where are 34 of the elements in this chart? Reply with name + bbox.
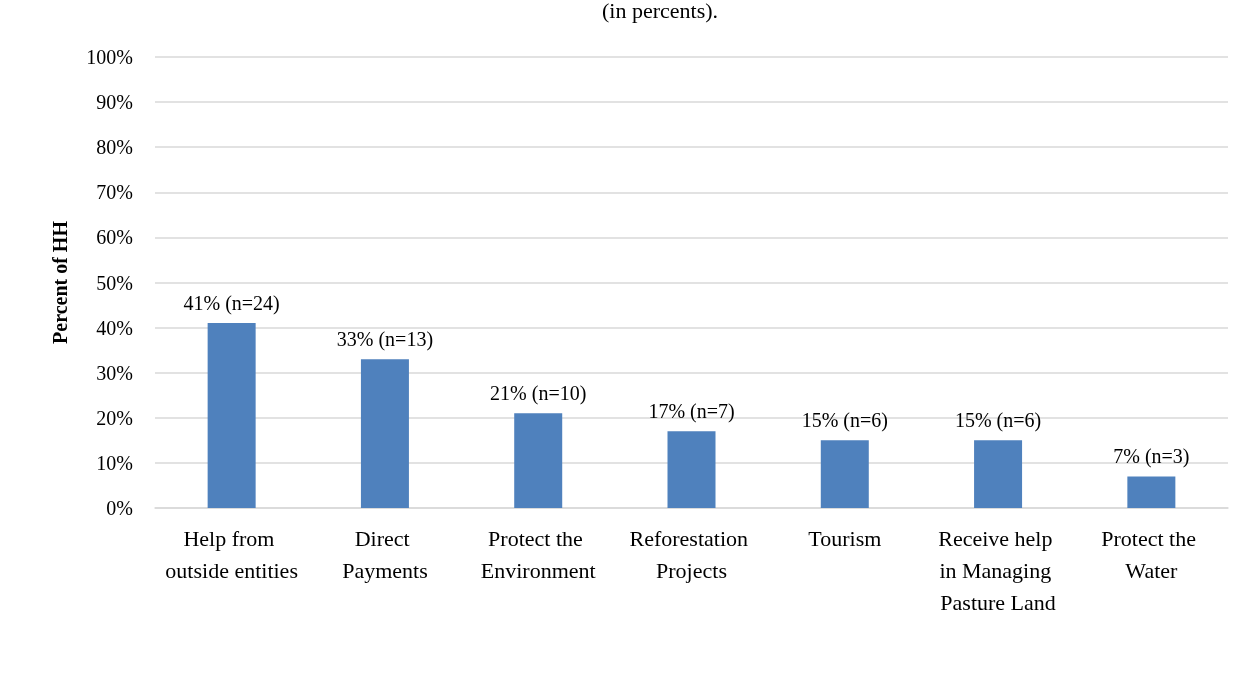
data-label: 17% (n=7) xyxy=(648,400,735,424)
data-label: 41% (n=24) xyxy=(183,292,280,316)
chart-title: (in percents). xyxy=(601,0,719,23)
y-tick-label: 90% xyxy=(96,91,133,114)
y-tick-label: 100% xyxy=(86,46,133,68)
data-label: 15% (n=6) xyxy=(954,409,1042,433)
x-tick-label: Tourism xyxy=(808,525,882,551)
x-tick-label: Direct Payments xyxy=(342,525,428,583)
data-label: 15% (n=6) xyxy=(801,409,888,433)
y-tick-label: 50% xyxy=(96,271,133,294)
x-tick-label: Reforestation Projects xyxy=(629,525,754,583)
data-label: 7% (n=3) xyxy=(1113,445,1190,469)
bar xyxy=(974,440,1023,508)
y-tick-label: 20% xyxy=(96,406,133,429)
data-label: 33% (n=13) xyxy=(336,328,434,352)
y-tick-label: 10% xyxy=(96,451,133,474)
y-axis-title: Percent of HH xyxy=(49,220,71,344)
y-tick-label: 80% xyxy=(96,136,133,159)
y-tick-label: 70% xyxy=(96,181,133,204)
data-label: 21% (n=10) xyxy=(490,382,587,406)
x-tick-label: Receive help in Managing Pasture Land xyxy=(938,525,1058,615)
y-tick-label: 60% xyxy=(96,226,133,249)
bar xyxy=(667,431,716,508)
y-tick-label: 40% xyxy=(96,316,133,339)
bar xyxy=(514,413,563,508)
y-tick-label: 30% xyxy=(96,361,133,384)
x-tick-label: Protect the Water xyxy=(1101,525,1202,583)
x-tick-label: Help from outside entities xyxy=(165,525,298,583)
bar xyxy=(207,323,256,508)
bar xyxy=(360,359,409,508)
bar xyxy=(820,440,869,508)
x-tick-label: Protect the Environment xyxy=(480,525,596,583)
bar xyxy=(1127,476,1176,508)
y-tick-label: 0% xyxy=(106,497,133,519)
